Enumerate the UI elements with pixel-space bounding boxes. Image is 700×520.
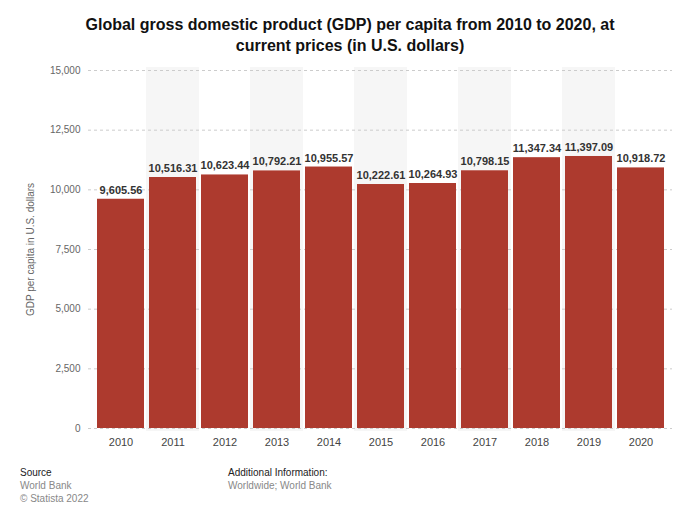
svg-text:2015: 2015 [369,436,393,448]
svg-text:0: 0 [75,423,81,434]
html-text:Source: Source [20,467,52,478]
html-text:Worldwide; World Bank: Worldwide; World Bank [228,480,332,491]
svg-text:2016: 2016 [421,436,445,448]
svg-text:2010: 2010 [109,436,133,448]
svg-text:2,500: 2,500 [55,363,80,374]
svg-text:10,000: 10,000 [50,184,81,195]
svg-text:11,397.09: 11,397.09 [565,141,613,153]
svg-text:10,798.15: 10,798.15 [461,155,510,167]
html-text:© Statista 2022: © Statista 2022 [20,493,89,504]
svg-text:10,623.44: 10,623.44 [201,159,251,171]
svg-text:10,792.21: 10,792.21 [253,155,302,167]
svg-text:2012: 2012 [213,436,237,448]
svg-text:2013: 2013 [265,436,289,448]
svg-text:2011: 2011 [161,436,185,448]
svg-text:2019: 2019 [577,436,601,448]
svg-text:15,000: 15,000 [50,65,81,76]
svg-text:2018: 2018 [525,436,549,448]
svg-text:10,918.72: 10,918.72 [617,152,666,164]
svg-text:12,500: 12,500 [50,124,81,135]
svg-text:10,516.31: 10,516.31 [149,162,198,174]
svg-text:10,955.57: 10,955.57 [305,152,354,164]
svg-text:11,347.34: 11,347.34 [513,142,562,154]
svg-text:2020: 2020 [629,436,653,448]
svg-text:10,222.61: 10,222.61 [357,169,406,181]
html-text:Additional Information:: Additional Information: [228,467,328,478]
svg-text:9,605.56: 9,605.56 [100,184,143,196]
svg-text:7,500: 7,500 [55,244,80,255]
html-text:World Bank: World Bank [20,480,72,491]
svg-text:2014: 2014 [317,436,341,448]
html-text:Global gross domestic product: Global gross domestic product (GDP) per … [85,16,615,54]
svg-text:2017: 2017 [473,436,497,448]
svg-text:10,264.93: 10,264.93 [409,168,458,180]
svg-text:5,000: 5,000 [55,303,80,314]
svg-text:GDP per capita in U.S. dollars: GDP per capita in U.S. dollars [25,183,36,316]
